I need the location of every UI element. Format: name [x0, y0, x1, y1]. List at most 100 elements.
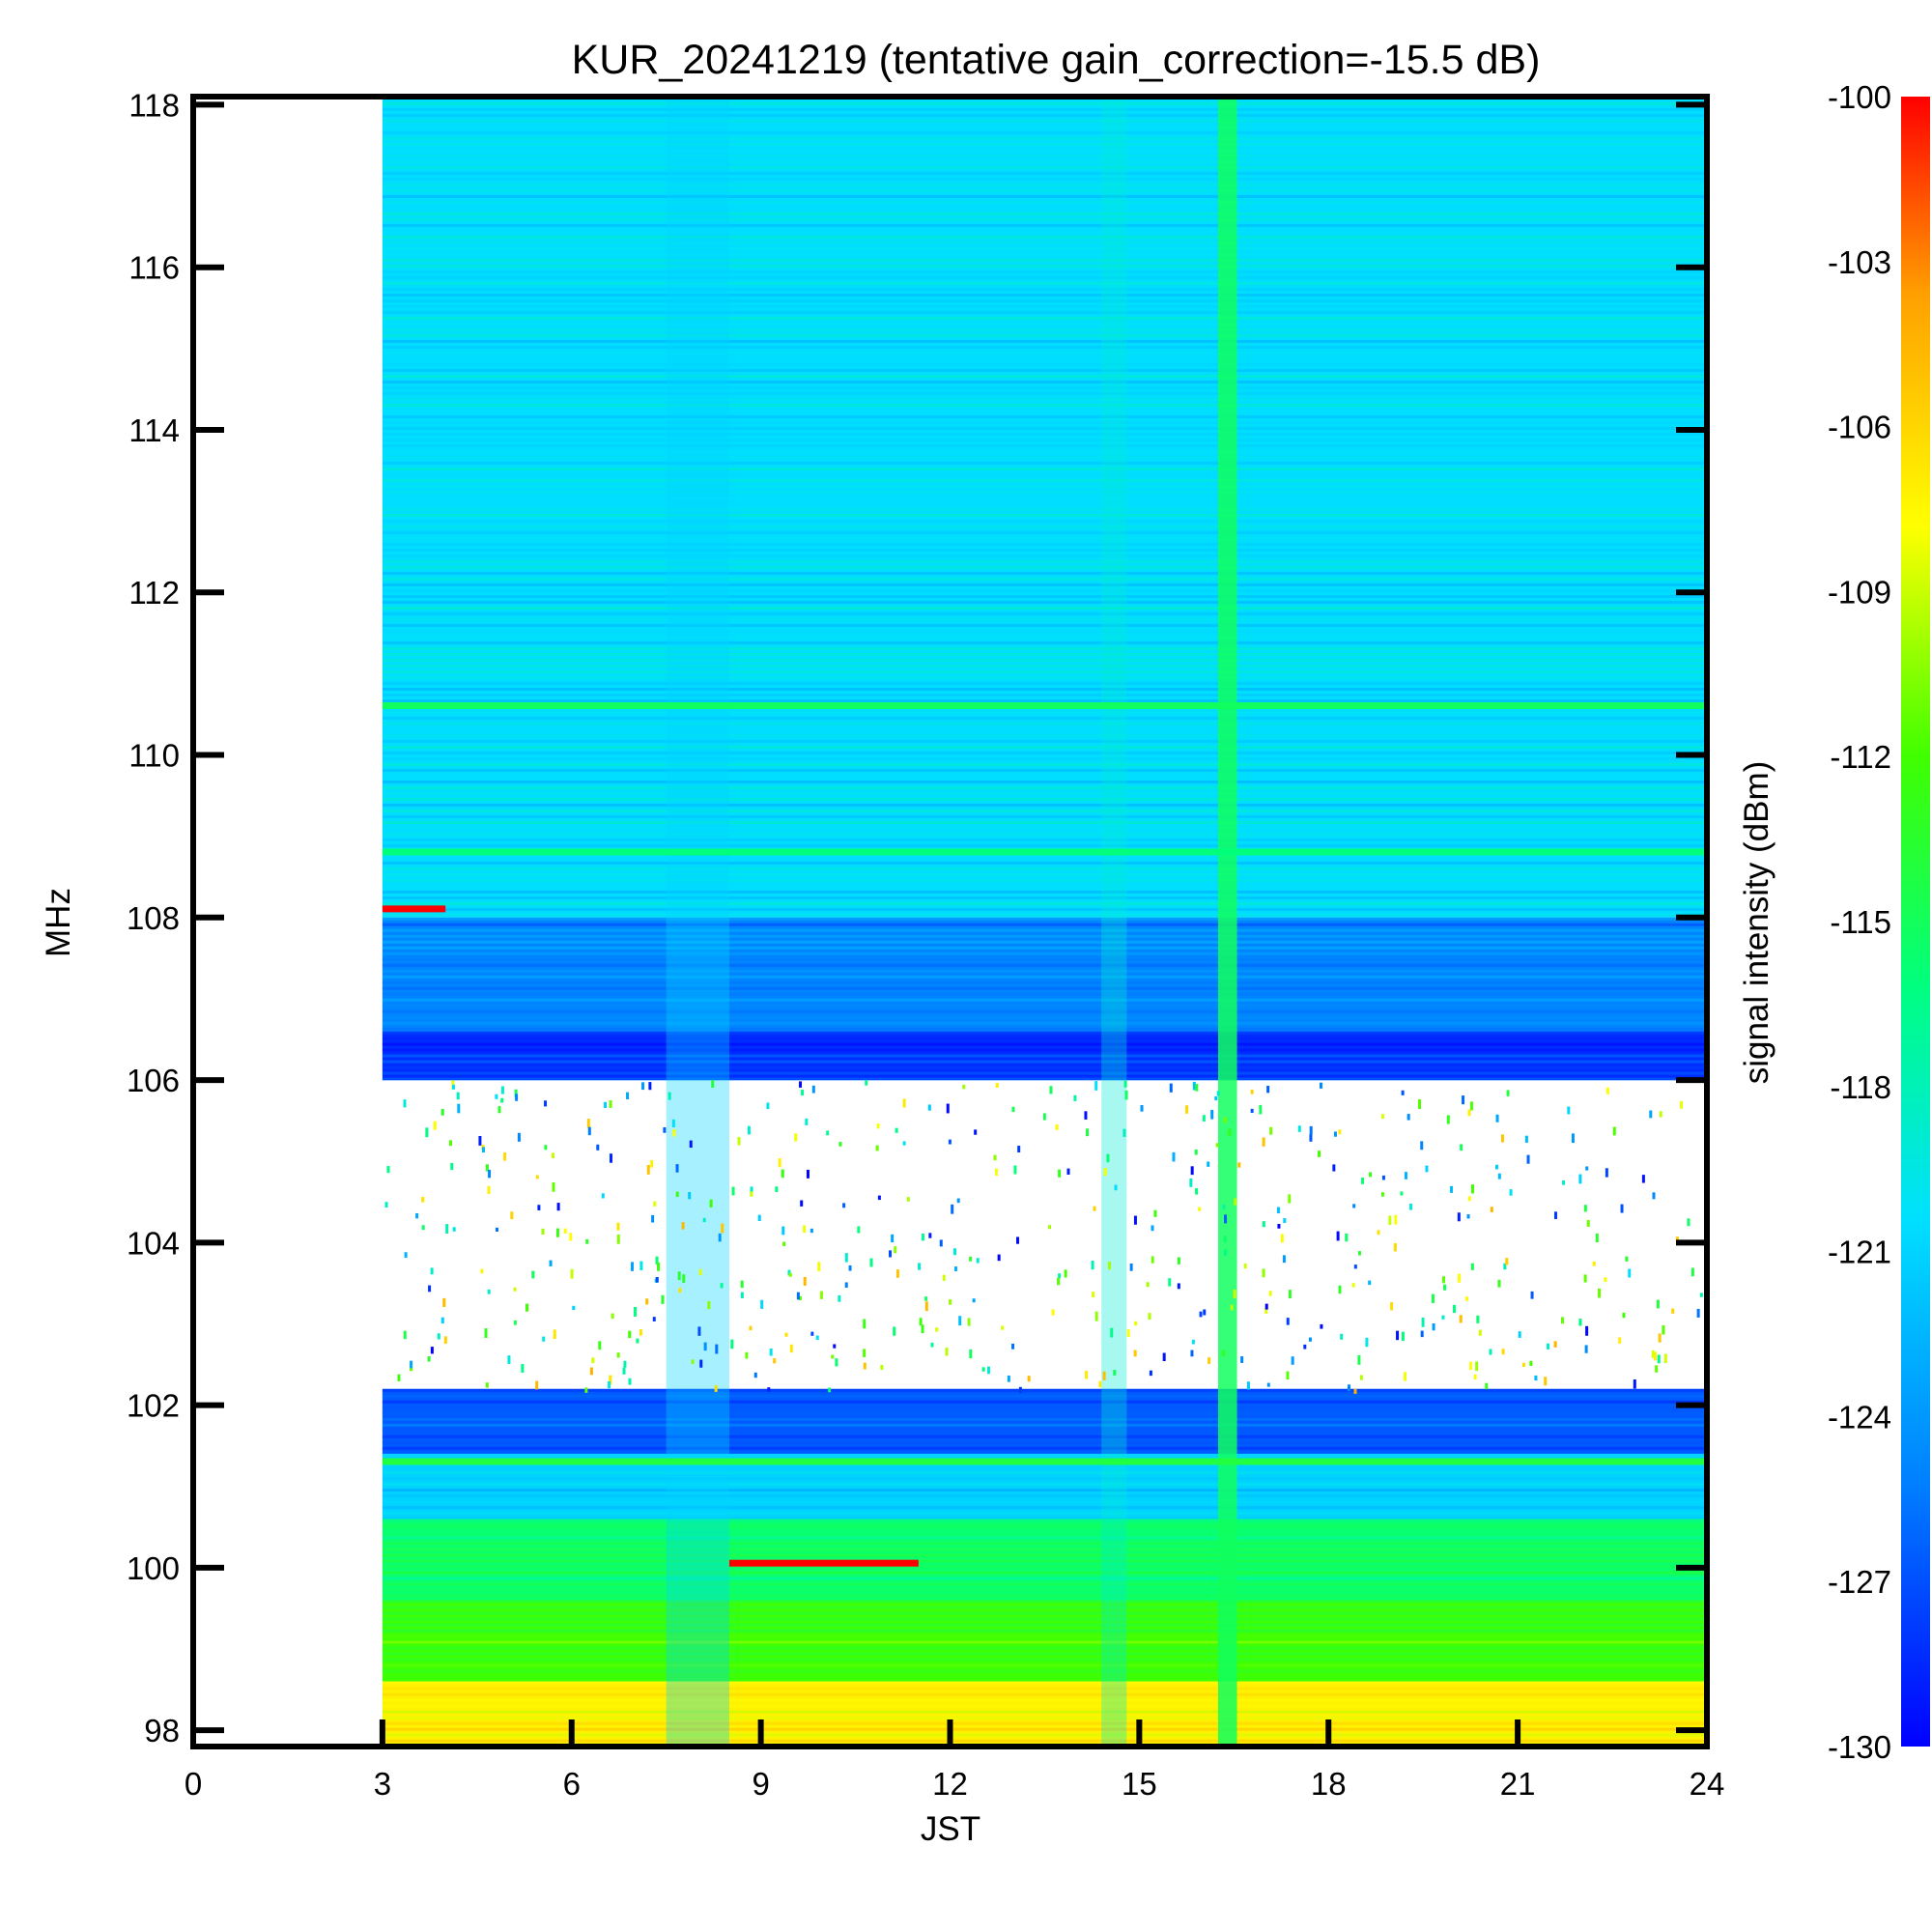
speckle	[1595, 1233, 1599, 1242]
speckle	[535, 1380, 539, 1390]
time-feature-2	[666, 97, 729, 1747]
band-texture-line	[382, 694, 1707, 696]
band-texture-line	[382, 1494, 1707, 1498]
band-texture-line	[382, 1669, 1707, 1673]
speckle	[1051, 1309, 1055, 1316]
band-texture-line	[382, 665, 1707, 668]
band-texture-line	[382, 775, 1707, 778]
colorbar-tick-label: -124	[1828, 1399, 1891, 1435]
speckle	[1497, 1279, 1501, 1288]
speckle	[531, 1270, 535, 1279]
speckle	[1093, 1206, 1096, 1211]
speckle	[1490, 1207, 1493, 1212]
speckle	[596, 1144, 600, 1151]
speckle	[1641, 1175, 1645, 1183]
band-texture-line	[382, 1634, 1707, 1638]
speckle	[384, 1202, 388, 1208]
speckle	[1584, 1345, 1588, 1353]
speckle	[1696, 1308, 1700, 1318]
band-texture-line	[382, 479, 1707, 482]
speckle	[1085, 1371, 1089, 1379]
speckle	[869, 1258, 873, 1267]
band-texture-line	[382, 1400, 1707, 1404]
band-texture-line	[382, 108, 1707, 111]
band-texture-line	[382, 688, 1707, 691]
speckle	[1110, 1327, 1114, 1338]
speckle	[1007, 1375, 1010, 1382]
band-texture-line	[382, 155, 1707, 157]
speckle	[921, 1233, 924, 1241]
x-tick-label: 9	[752, 1766, 769, 1802]
band-texture-line	[382, 838, 1707, 841]
speckle	[844, 1253, 848, 1263]
speckle	[1605, 1087, 1609, 1094]
speckle	[831, 1354, 835, 1359]
speckle	[443, 1336, 447, 1345]
speckle	[1400, 1191, 1404, 1196]
speckle	[448, 1140, 452, 1147]
speckle	[1622, 1312, 1626, 1319]
speckle	[769, 1349, 773, 1356]
speckle	[1189, 1178, 1193, 1187]
band-texture-line	[382, 508, 1707, 511]
speckle	[1268, 1291, 1272, 1296]
speckle	[1338, 1285, 1342, 1294]
speckle	[1291, 1356, 1294, 1365]
speckle	[951, 1204, 954, 1214]
speckle	[677, 1271, 681, 1281]
band-texture-line	[382, 323, 1707, 326]
speckle	[1309, 1134, 1313, 1142]
speckle	[1651, 1350, 1655, 1358]
speckle	[750, 1189, 753, 1197]
band-texture-line	[382, 1716, 1707, 1719]
speckle	[1396, 1330, 1400, 1341]
speckle	[1195, 1084, 1199, 1092]
speckle	[714, 1384, 718, 1392]
speckle	[1192, 1081, 1196, 1091]
speckle	[877, 1195, 881, 1201]
band-texture-line	[382, 450, 1707, 453]
band-texture-line	[382, 1015, 1707, 1019]
speckle	[1458, 1273, 1462, 1283]
speckle	[1449, 1185, 1453, 1193]
speckle	[521, 1364, 525, 1373]
speckle	[833, 1344, 837, 1349]
speckle	[1215, 1143, 1219, 1148]
speckle	[888, 1250, 892, 1258]
band-texture-line	[382, 914, 1707, 917]
speckle	[1333, 1131, 1337, 1137]
band-texture-line	[382, 549, 1707, 552]
speckle	[691, 1359, 695, 1365]
speckle	[1442, 1276, 1446, 1284]
band-texture-line	[382, 537, 1707, 540]
speckle	[994, 1168, 998, 1177]
x-tick-label: 15	[1122, 1766, 1157, 1802]
speckle	[835, 1358, 838, 1367]
speckle	[1578, 1174, 1582, 1184]
band-texture-line	[382, 647, 1707, 650]
band-texture-line	[382, 1739, 1707, 1743]
band-texture-line	[382, 1054, 1707, 1058]
band-texture-line	[382, 1565, 1707, 1569]
band-texture-line	[382, 1727, 1707, 1731]
colorbar-label: signal intensity (dBm)	[1738, 761, 1776, 1085]
band-texture-line	[382, 433, 1707, 436]
band-texture-line	[382, 1623, 1707, 1627]
speckle	[1277, 1224, 1281, 1229]
speckle	[1495, 1114, 1499, 1122]
band-texture-line	[382, 908, 1707, 911]
speckle	[510, 1211, 514, 1220]
speckle	[1671, 1308, 1675, 1314]
band-texture-line	[382, 670, 1707, 673]
speckle	[1151, 1256, 1154, 1264]
speckle	[572, 1305, 576, 1311]
speckle	[425, 1127, 429, 1138]
speckle	[1085, 1128, 1089, 1137]
speckle	[1420, 1141, 1424, 1151]
speckle	[1195, 1188, 1199, 1195]
band-texture-line	[382, 502, 1707, 505]
speckle	[995, 1083, 999, 1088]
speckle	[747, 1125, 751, 1135]
speckle	[1653, 1351, 1657, 1361]
